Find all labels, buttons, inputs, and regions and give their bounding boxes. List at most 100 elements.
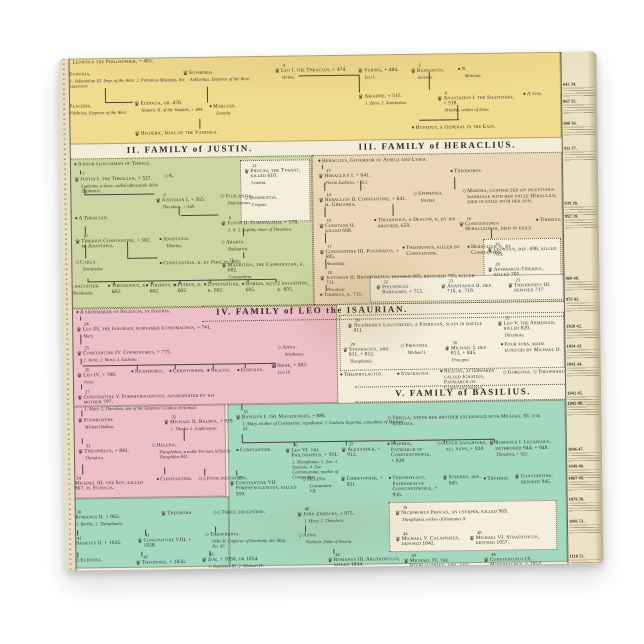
person-heading: ◇ K. bbox=[164, 173, 182, 180]
person-heading: ♛ Constantine VII. Porphyrogenitus, kille… bbox=[229, 479, 301, 498]
person-node: 44 ♛ Michael V. Calaphates, deposed 1042. bbox=[395, 531, 465, 548]
person-note: Michael Balbus. bbox=[84, 424, 115, 430]
person-node: 37 ♛ Alexander, + 912. bbox=[341, 442, 385, 458]
male-icon: ● bbox=[236, 368, 240, 374]
crown-icon: ♛ bbox=[296, 511, 303, 518]
person-name: Eudoxia. bbox=[69, 71, 91, 78]
person-name: John Zimisces, + 975. bbox=[303, 510, 355, 517]
person-node: ● Theophylact, Patriarch of Constantinopl… bbox=[388, 475, 440, 498]
male-icon: ● bbox=[73, 162, 78, 168]
person-note: Theodora, + 548. bbox=[162, 203, 196, 209]
person-note: Marcian. bbox=[464, 72, 482, 78]
person-node: 6 ♛ Anastasius I. the Silentiary, + 518. Ar… bbox=[437, 90, 517, 112]
person-name: Theophilus, + 842. bbox=[84, 447, 130, 454]
person-heading: ◇ Eudoxia. bbox=[75, 557, 115, 564]
person-name: Arabia. bbox=[225, 239, 245, 246]
person-node: ● Stauracius. bbox=[397, 371, 439, 378]
crown-icon: ♛ bbox=[284, 448, 291, 455]
crown-icon: ♛ bbox=[76, 372, 83, 380]
person-heading: ◇ Thecla, whom her brother exchanged with… bbox=[387, 413, 557, 428]
connector-line bbox=[304, 525, 307, 533]
person-node: 5 ♛ Basiliscus. Zenonis. bbox=[411, 63, 456, 80]
female-icon: ◇ bbox=[387, 416, 392, 422]
male-icon: ● bbox=[107, 284, 111, 290]
person-name: Tiberius. bbox=[539, 216, 562, 224]
margin-note-text bbox=[563, 126, 596, 136]
person-name: A son. bbox=[526, 91, 543, 98]
person-heading: ● A son. bbox=[523, 91, 557, 98]
male-icon: ● bbox=[535, 218, 539, 224]
crown-icon: ♛ bbox=[155, 197, 161, 204]
person-note: Leontia. bbox=[216, 109, 232, 116]
person-name: Romanus III. Argyropulus, killed 1034. bbox=[333, 555, 401, 569]
female-icon: ◇ bbox=[221, 240, 225, 246]
person-heading: ● Stephen, Patriarch of Constantinople, +… bbox=[387, 441, 435, 465]
margin-year: 975 41. bbox=[565, 296, 580, 302]
male-icon: ● bbox=[388, 476, 392, 482]
person-name: Anastasia. bbox=[162, 235, 190, 243]
family-title-heraclius: III. FAMILY of HERACLIUS. bbox=[358, 139, 516, 152]
person-node: 22 ♛ Philippicus Bardanes, + 713. bbox=[376, 279, 434, 296]
person-name: Heraclius I. + 641. bbox=[324, 171, 371, 179]
margin-year-entry: 975 41. bbox=[565, 296, 599, 312]
crown-icon: ♛ bbox=[221, 262, 227, 270]
person-node: 27 ♛ Constantine V. Porphyrogenitus, assas… bbox=[77, 388, 229, 411]
person-name: Carla. bbox=[80, 259, 98, 266]
person-name: Christopher, + 931. bbox=[346, 475, 384, 488]
person-name: Epiphania. bbox=[418, 190, 444, 197]
person-node: ● Theodosius, a Deacon, k. by his brother… bbox=[373, 216, 456, 229]
person-name: Constantine VIII. + 1028. bbox=[143, 536, 192, 549]
margin-year-entry: 642 34. bbox=[562, 81, 596, 97]
person-node: ♛ Ariadne, + 515. 1. Zeno. 2. Anastasius. bbox=[358, 93, 430, 106]
person-name: N. bbox=[461, 66, 468, 73]
female-icon: ◇ bbox=[532, 370, 537, 376]
person-node: ◇ Anna. Artabazus. bbox=[277, 344, 323, 356]
person-node: ◇◇ Four daughters, all nuns, + 924. bbox=[437, 440, 487, 453]
person-node: ◇ Domnentia. Crispus. bbox=[244, 194, 302, 207]
person-node: ● Nicephorus. bbox=[131, 368, 169, 375]
person-node: ◇ Helena. Constantine VII. bbox=[302, 476, 338, 493]
crown-icon: ♛ bbox=[487, 267, 493, 274]
person-heading: ♛ Mauritius, the Cappadocian, k. 602. bbox=[221, 261, 311, 274]
person-node: ● Stephen, Patriarch of Constantinople, +… bbox=[387, 441, 435, 465]
person-note: Leontia. bbox=[251, 179, 267, 185]
crown-icon: ♛ bbox=[507, 282, 514, 290]
connector-line bbox=[241, 434, 243, 443]
person-name: Phocas, the Tyrant, killed 610. bbox=[250, 166, 301, 180]
margin-note-text bbox=[566, 329, 599, 339]
margin-year: 969 40. bbox=[565, 275, 580, 281]
person-note: Anastasia. bbox=[326, 260, 346, 266]
male-icon: ● bbox=[373, 218, 377, 224]
person-heading: ♛ Stephen, dep. 945. bbox=[442, 474, 482, 487]
male-icon: ● bbox=[483, 476, 487, 482]
person-heading: ♛ Anastasius II. dep. 716, k. 719. bbox=[441, 282, 501, 295]
male-icon: ● bbox=[450, 169, 454, 175]
crown-icon: ♛ bbox=[318, 223, 325, 230]
male-icon: ● bbox=[235, 448, 240, 454]
person-heading: ♛ Heraclius II. Constantine, + 641. m. Gr… bbox=[318, 195, 410, 208]
crown-icon: ♛ bbox=[77, 448, 84, 456]
person-name: Constantine V. Porphyrogenitus, assassin… bbox=[83, 392, 215, 406]
person-note: Theodora, + 922. bbox=[495, 451, 529, 457]
connector-line bbox=[164, 467, 166, 475]
person-note: Anthemius, Emperor of the West. bbox=[189, 76, 250, 82]
person-heading: ● Theodorus. bbox=[450, 168, 498, 175]
person-name: Romanus II. + 963. bbox=[75, 513, 121, 521]
margin-note-text bbox=[562, 87, 596, 97]
person-node: 35 ♛ Basilius I. the Macedonian, + 886. 1. … bbox=[235, 408, 403, 431]
female-icon: ◇ bbox=[164, 174, 169, 180]
margin-year-entry: 1034 43. bbox=[566, 343, 599, 359]
margin-note-text bbox=[563, 151, 596, 161]
person-node: ◇ K. bbox=[164, 173, 182, 180]
person-name: Tiberius, k. 711. bbox=[323, 291, 363, 299]
person-node: 25 ♛ Constantine IV. Copronymus, + 775. 1. … bbox=[76, 345, 211, 362]
male-icon: ● bbox=[339, 372, 343, 378]
person-name: Theodosius, killed by Constantine. bbox=[406, 244, 461, 257]
person-heading: ● Theodosius, a Deacon, k. by his brother… bbox=[373, 216, 456, 229]
person-heading: ♛ Nicephorus Logothetes, a Patrician, sla… bbox=[347, 320, 482, 334]
person-name: Domnentia. bbox=[249, 194, 278, 202]
person-name: Theodosius, k. 602. bbox=[111, 282, 148, 295]
person-node: ● Theophylactus. bbox=[339, 371, 395, 378]
person-node: ◇ Epiphania. Nicetas. bbox=[413, 190, 459, 202]
person-heading: ♛ Constantine V. Porphyrogenitus, assassi… bbox=[77, 392, 229, 406]
